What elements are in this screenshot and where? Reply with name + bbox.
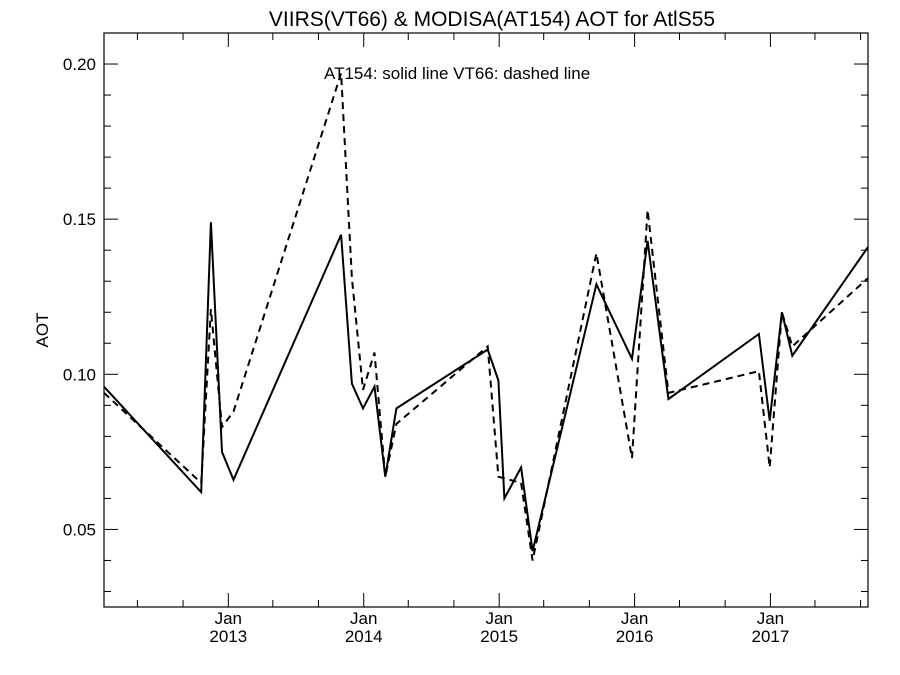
- y-tick-label: 0.15: [63, 210, 96, 229]
- x-tick-month-label: Jan: [757, 609, 784, 628]
- x-tick-year-label: 2015: [480, 627, 518, 646]
- legend-annotation: AT154: solid line VT66: dashed line: [324, 64, 590, 83]
- x-tick-year-label: 2014: [345, 627, 383, 646]
- axis-ticks: 0.050.100.150.20Jan2013Jan2014Jan2015Jan…: [63, 32, 868, 646]
- x-tick-year-label: 2016: [616, 627, 654, 646]
- series-line-vt66: [103, 72, 869, 561]
- x-tick-year-label: 2013: [209, 627, 247, 646]
- x-tick-month-label: Jan: [350, 609, 377, 628]
- series-line-at154: [103, 222, 869, 552]
- x-tick-month-label: Jan: [215, 609, 242, 628]
- y-axis-label: AOT: [33, 313, 52, 348]
- y-tick-label: 0.20: [63, 55, 96, 74]
- x-tick-month-label: Jan: [485, 609, 512, 628]
- x-tick-year-label: 2017: [751, 627, 789, 646]
- series-lines: [103, 72, 869, 561]
- chart-title: VIIRS(VT66) & MODISA(AT154) AOT for AtlS…: [269, 8, 715, 31]
- y-tick-label: 0.10: [63, 365, 96, 384]
- plot-frame: [103, 32, 869, 608]
- y-tick-label: 0.05: [63, 520, 96, 539]
- x-tick-month-label: Jan: [621, 609, 648, 628]
